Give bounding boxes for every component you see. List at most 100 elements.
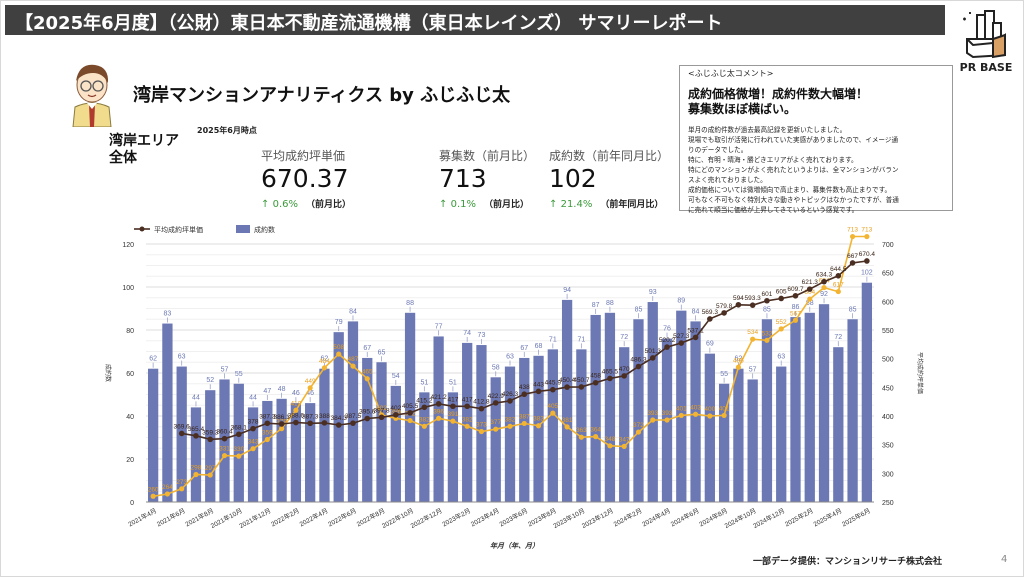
listing-value-label: 604 — [804, 289, 815, 296]
listing-point — [207, 472, 213, 478]
price-value-label: 388.6 — [288, 413, 305, 420]
listing-value-label: 297 — [205, 465, 216, 472]
price-point — [350, 420, 356, 426]
price-point — [621, 373, 627, 379]
y-left-tick-label: 100 — [122, 285, 134, 292]
logo-text: PR BASE — [959, 61, 1013, 74]
price-point — [264, 420, 271, 427]
price-point — [364, 415, 371, 422]
price-value-label: 395.6 — [359, 409, 376, 416]
kpi-value: 713 — [439, 164, 487, 193]
x-tick-label: 2025年4月 — [812, 506, 844, 529]
price-value-label: 365.4 — [188, 426, 205, 433]
listing-value-label: 487 — [348, 356, 359, 363]
price-value-label: 387.5 — [345, 413, 362, 420]
x-tick-label: 2021年10月 — [209, 506, 244, 530]
listing-point — [593, 434, 599, 440]
listing-value-label: 401 — [719, 405, 730, 412]
price-point — [778, 295, 785, 302]
listing-value-label: 617 — [833, 282, 844, 289]
bar-value-label: 79 — [335, 319, 343, 326]
price-value-label: 426.3 — [502, 391, 519, 398]
listing-point — [764, 337, 770, 343]
price-point — [178, 430, 185, 437]
listing-value-label: 403 — [690, 404, 701, 411]
listing-value-label: 273 — [176, 479, 187, 486]
comment-line: 成約価格については微増傾向で高止まり、募集件数も高止まりです。 — [688, 186, 892, 194]
x-tick-label: 2021年4月 — [126, 506, 158, 529]
price-point — [235, 431, 242, 438]
bar — [790, 317, 801, 502]
price-value-label: 644.5 — [830, 266, 847, 273]
listing-point — [692, 411, 699, 417]
price-value-label: 458 — [590, 373, 601, 380]
bar — [404, 312, 416, 502]
kpi-label: 募集数（前月比） — [439, 149, 536, 163]
listing-point — [293, 407, 299, 413]
listing-value-label: 713 — [847, 227, 858, 234]
y-right-tick-label: 450 — [882, 385, 894, 392]
x-tick-label: 2022年10月 — [380, 506, 415, 530]
listing-point — [664, 417, 670, 423]
listing-point — [707, 413, 713, 419]
price-point — [478, 405, 485, 412]
price-value-label: 422.9 — [488, 393, 505, 400]
comment-title: 成約価格微増！成約件数大幅増！ 募集数ほぼ横ばい。 — [688, 87, 944, 117]
price-point — [564, 384, 570, 390]
price-value-label: 387.3 — [259, 413, 276, 420]
kpi-change-value: 21.4% — [560, 199, 593, 210]
x-tick-label: 2021年6月 — [155, 506, 187, 529]
y-right-tick-label: 300 — [882, 471, 894, 478]
bar — [733, 368, 744, 502]
x-tick-label: 2024年10月 — [723, 506, 758, 530]
bar — [305, 403, 316, 502]
listing-value-label: 396 — [390, 408, 401, 415]
bar-value-label: 71 — [577, 336, 585, 343]
listing-value-label: 359 — [262, 430, 273, 437]
price-point — [649, 355, 656, 361]
bar — [319, 368, 330, 502]
price-point — [435, 401, 442, 407]
listing-point — [778, 326, 784, 332]
bar-value-label: 76 — [663, 326, 671, 333]
bar-value-label: 57 — [749, 366, 757, 373]
y-left-tick-label: 20 — [126, 457, 134, 464]
y-right-tick-label: 550 — [882, 328, 894, 335]
bar — [647, 302, 658, 502]
listing-point — [336, 351, 342, 357]
bar — [190, 407, 202, 502]
listing-value-label: 363 — [576, 427, 587, 434]
bar-value-label: 84 — [349, 308, 357, 315]
price-point — [849, 260, 856, 266]
y-right-tick-label: 650 — [882, 271, 894, 278]
listing-point — [250, 446, 256, 452]
listing-value-label: 508 — [333, 344, 344, 351]
bar-value-label: 74 — [463, 330, 471, 337]
bar-value-label: 72 — [620, 334, 628, 341]
listing-value-label: 567 — [790, 310, 801, 317]
bar-value-label: 86 — [792, 304, 800, 311]
x-tick-label: 2022年6月 — [326, 506, 358, 529]
listing-value-label: 393 — [662, 410, 673, 417]
price-point — [792, 292, 799, 299]
y-left-tick-label: 80 — [126, 328, 134, 335]
x-tick-label: 2023年10月 — [551, 506, 586, 530]
price-value-label: 450.7 — [573, 377, 590, 384]
listing-value-label: 343 — [248, 439, 259, 446]
listing-value-label: 373 — [476, 421, 487, 428]
price-value-label: 397.8 — [373, 407, 390, 414]
x-tick-label: 2024年2月 — [612, 506, 644, 529]
listing-value-label: 330 — [233, 446, 244, 453]
pr-base-logo[interactable]: PR BASE — [953, 9, 1019, 79]
bar — [333, 332, 344, 502]
price-point — [450, 403, 456, 410]
bar-value-label: 69 — [706, 341, 714, 348]
bar — [747, 379, 758, 502]
price-value-label: 537.1 — [687, 327, 704, 334]
price-value-label: 465.5 — [602, 368, 619, 375]
price-value-label: 388 — [319, 413, 330, 420]
listing-value-label: 393 — [647, 410, 658, 417]
price-value-label: 501.3 — [645, 348, 662, 355]
main-title: 湾岸マンションアナリティクス by ふじふじ太 — [133, 85, 511, 106]
